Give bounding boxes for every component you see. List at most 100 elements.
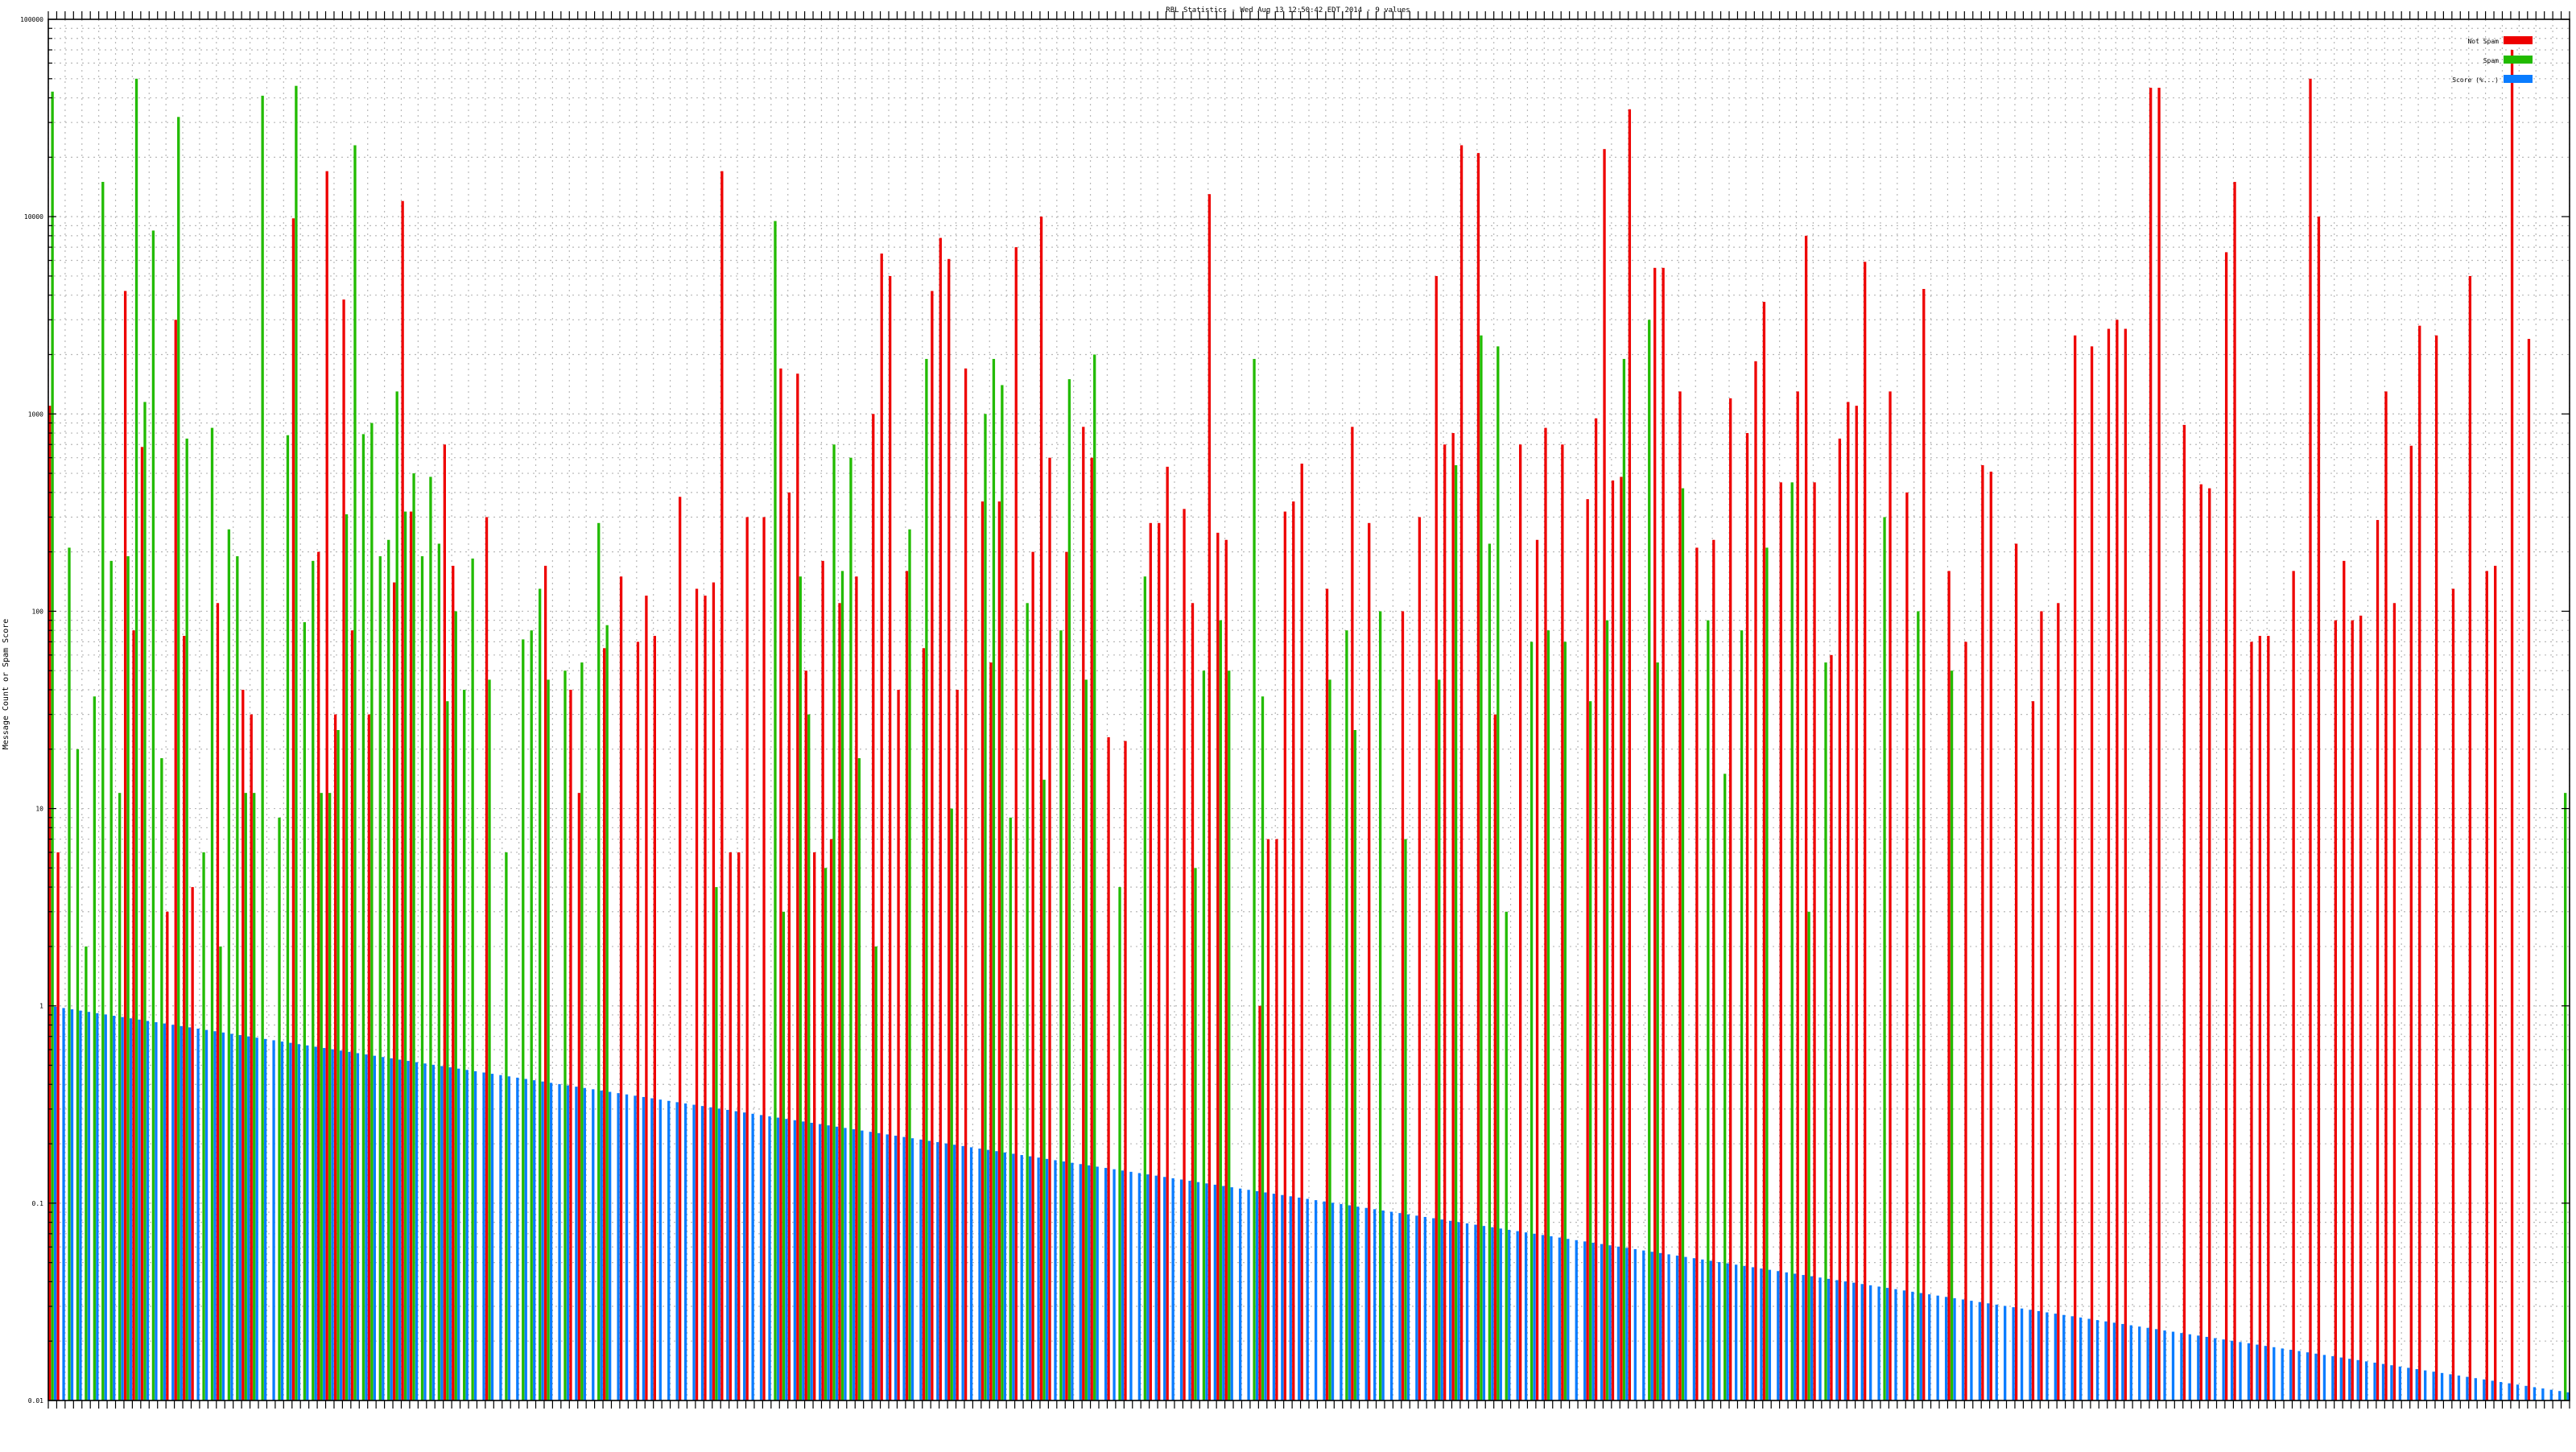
not-spam-bar <box>56 852 60 1400</box>
spam-bar <box>361 434 365 1400</box>
spam-bar <box>68 547 71 1401</box>
score-bar <box>1734 1264 1738 1400</box>
score-bar <box>793 1120 796 1400</box>
not-spam-bar <box>367 714 371 1400</box>
not-spam-bar <box>679 497 682 1400</box>
score-bar <box>1062 1161 1066 1400</box>
score-bar <box>2549 1389 2553 1400</box>
y-tick-label: 1000 <box>28 410 43 418</box>
spam-bar <box>1084 679 1088 1400</box>
not-spam-bar <box>2309 78 2312 1400</box>
not-spam-bar <box>2090 346 2094 1401</box>
not-spam-bar <box>905 571 909 1400</box>
score-bar <box>1944 1297 1948 1400</box>
score-bar <box>1919 1293 1922 1400</box>
spam-bar <box>185 438 188 1401</box>
legend-swatch <box>2504 36 2533 44</box>
legend-label: Not Spam <box>2467 38 2499 45</box>
not-spam-bar <box>191 887 194 1400</box>
score-bar <box>1129 1171 1133 1400</box>
spam-bar <box>1480 335 1483 1401</box>
not-spam-bar <box>704 596 707 1400</box>
score-bar <box>1432 1218 1435 1400</box>
spam-bar <box>1059 630 1063 1400</box>
not-spam-bar <box>2359 615 2363 1400</box>
score-bar <box>2474 1378 2477 1400</box>
spam-bar <box>1228 670 1231 1400</box>
not-spam-bar <box>2258 636 2262 1400</box>
spam-bar <box>1353 730 1356 1400</box>
spam-bar <box>378 556 382 1400</box>
spam-bar <box>1253 358 1256 1401</box>
not-spam-bar <box>1451 433 1455 1400</box>
score-bar <box>902 1136 906 1400</box>
not-spam-bar <box>2074 335 2077 1401</box>
score-bar <box>2508 1383 2511 1400</box>
not-spam-bar <box>1082 427 1085 1400</box>
score-bar <box>1020 1155 1023 1400</box>
score-bar <box>734 1111 737 1400</box>
score-bar <box>1894 1289 1897 1400</box>
score-bar <box>642 1096 646 1400</box>
spam-bar <box>984 414 987 1400</box>
not-spam-bar <box>897 689 900 1400</box>
score-bar <box>323 1048 326 1400</box>
score-bar <box>2029 1310 2032 1400</box>
spam-bar <box>1740 630 1744 1400</box>
not-spam-bar <box>1922 289 1926 1400</box>
spam-bar <box>1790 482 1794 1400</box>
not-spam-bar <box>762 517 766 1400</box>
not-spam-bar <box>931 291 934 1400</box>
not-spam-bar <box>1889 391 1892 1401</box>
not-spam-bar <box>855 576 858 1400</box>
not-spam-bar <box>838 603 841 1400</box>
spam-bar <box>597 522 601 1400</box>
score-bar <box>1633 1249 1637 1400</box>
score-bar <box>2171 1331 2175 1400</box>
not-spam-bar <box>1014 247 1018 1400</box>
not-spam-bar <box>2057 603 2060 1400</box>
spam-bar <box>1042 779 1046 1400</box>
not-spam-bar <box>1368 522 1371 1400</box>
not-spam-bar <box>1838 438 1842 1401</box>
not-spam-bar <box>695 588 699 1400</box>
score-bar <box>1911 1291 1914 1400</box>
score-bar <box>717 1108 721 1400</box>
legend-swatch <box>2504 75 2533 83</box>
not-spam-bar <box>1544 427 1547 1400</box>
spam-bar <box>1707 620 1710 1400</box>
not-spam-bar <box>393 582 396 1400</box>
not-spam-bar <box>804 670 807 1400</box>
score-bar <box>1625 1248 1629 1400</box>
score-bar <box>1389 1211 1393 1400</box>
score-bar <box>2112 1322 2116 1400</box>
not-spam-bar <box>880 254 883 1400</box>
spam-bar <box>1648 320 1651 1400</box>
score-bar <box>1196 1182 1200 1400</box>
spam-bar <box>824 868 828 1400</box>
not-spam-bar <box>1594 418 1598 1400</box>
score-bar <box>944 1143 947 1400</box>
score-bar <box>743 1112 746 1400</box>
spam-bar <box>395 391 398 1401</box>
score-bar <box>2273 1347 2276 1400</box>
score-bar <box>1298 1197 1301 1400</box>
not-spam-bar <box>2384 391 2388 1401</box>
score-bar <box>221 1032 225 1400</box>
score-bar <box>2205 1336 2208 1400</box>
not-spam-bar <box>796 373 799 1400</box>
not-spam-bar <box>1107 736 1110 1400</box>
spam-bar <box>1067 379 1071 1400</box>
not-spam-bar <box>2107 328 2111 1400</box>
score-bar <box>759 1115 763 1400</box>
y-tick-label: 0.01 <box>28 1397 43 1405</box>
score-bar <box>196 1029 200 1400</box>
score-bar <box>1079 1164 1082 1400</box>
not-spam-bar <box>1149 522 1152 1400</box>
not-spam-bar <box>409 511 413 1400</box>
not-spam-bar <box>813 852 816 1400</box>
not-spam-bar <box>1905 492 1909 1400</box>
score-bar <box>2356 1359 2359 1400</box>
score-bar <box>1785 1272 1788 1400</box>
spam-bar <box>874 946 877 1400</box>
